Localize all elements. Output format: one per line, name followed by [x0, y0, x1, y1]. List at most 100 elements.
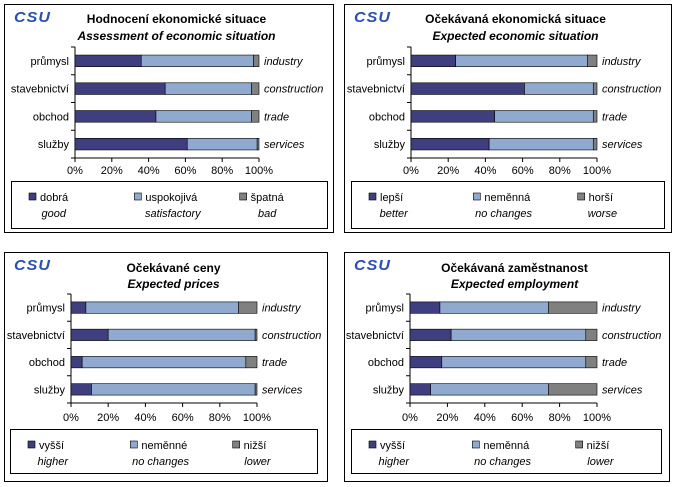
bar-segment	[74, 82, 166, 95]
category-label: služby	[373, 384, 405, 396]
x-tick-label: 100%	[583, 165, 611, 177]
x-tick-label: 60%	[174, 165, 196, 177]
bar-segment	[81, 356, 247, 369]
legend-swatch	[28, 192, 37, 201]
csu-logo: CSU	[354, 257, 391, 274]
category-label: služby	[374, 139, 406, 151]
category-label-en: construction	[602, 84, 661, 96]
chart-title: Hodnocení ekonomické situace	[87, 12, 267, 26]
category-label: stavebnictví	[7, 330, 65, 342]
bar-segment	[488, 137, 594, 151]
legend-label: lepší	[380, 192, 403, 204]
legend-swatch	[368, 440, 377, 449]
bar-segment	[155, 110, 252, 123]
category-label-en: services	[264, 139, 305, 151]
bar-segment	[524, 82, 594, 95]
category-label: stavebnictví	[346, 330, 404, 342]
category-label: obchod	[369, 111, 405, 123]
legend-label: špatná	[251, 192, 285, 204]
bar-segment	[409, 328, 452, 341]
chart-panel-2: CSU Očekávaná ekonomická situace Expected …	[344, 4, 672, 233]
chart-subtitle: Expected employment	[451, 277, 579, 291]
bar-segment	[74, 137, 188, 151]
chart-panel-3: CSU Očekávané ceny Expected prices 0% 20% 40%…	[4, 252, 328, 482]
legend: vyšší higher neměnné no changes nižší lower	[10, 429, 318, 474]
category-label-en: services	[602, 384, 643, 396]
category-label: průmysl	[30, 56, 69, 68]
x-tick-label: 40%	[474, 165, 496, 177]
x-tick-label: 20%	[97, 412, 119, 424]
category-label-en: trade	[262, 357, 287, 369]
x-tick-label: 0%	[402, 412, 418, 424]
bar-segment	[592, 137, 598, 151]
legend-label: neměnná	[484, 192, 531, 204]
bar-segment	[409, 383, 431, 396]
legend-label-en: lower	[587, 456, 615, 468]
category-label-en: industry	[602, 56, 642, 68]
bar-segment	[70, 383, 92, 396]
legend: dobrá good uspokojivá satisfactory špatná bad	[11, 181, 328, 229]
bar-segment	[70, 328, 109, 341]
legend-label-en: no changes	[132, 456, 189, 468]
bar-segment	[548, 383, 598, 396]
bar-segment	[85, 301, 239, 314]
legend-border	[351, 181, 665, 229]
bar-segment	[238, 301, 258, 314]
legend-label: dobrá	[40, 192, 69, 204]
bar-segment	[410, 110, 495, 123]
category-label: obchod	[368, 357, 404, 369]
category-label-en: industry	[264, 56, 304, 68]
category-label: služby	[34, 384, 66, 396]
bar-segment	[245, 356, 258, 369]
x-tick-label: 60%	[512, 165, 534, 177]
category-label-en: services	[602, 139, 643, 151]
legend-border	[351, 429, 662, 474]
category-label: průmysl	[365, 303, 404, 315]
bar-segment	[430, 383, 549, 396]
legend-label-en: no changes	[474, 456, 531, 468]
bar-segment	[70, 301, 87, 314]
bar-segment	[74, 54, 142, 68]
legend-label: horší	[589, 192, 613, 204]
category-label-en: construction	[264, 84, 323, 96]
legend-border	[10, 429, 318, 474]
category-label-en: industry	[602, 303, 642, 315]
legend-swatch	[575, 440, 583, 449]
category-label-en: trade	[602, 357, 627, 369]
legend-border	[11, 181, 328, 229]
bar-segment	[251, 110, 260, 123]
bar-segment	[254, 328, 258, 341]
bar-segment	[164, 82, 252, 95]
bar-segment	[91, 383, 256, 396]
bar-segment	[107, 328, 256, 341]
bar-segment	[140, 54, 254, 68]
legend-label-en: lower	[244, 456, 272, 468]
legend-label: vyšší	[39, 440, 64, 452]
bar-segment	[254, 383, 258, 396]
chart-title: Očekávané ceny	[126, 261, 220, 275]
chart-subtitle: Assessment of economic situation	[76, 29, 275, 43]
x-tick-label: 80%	[211, 165, 233, 177]
legend-swatch	[134, 192, 142, 201]
x-tick-label: 0%	[63, 412, 79, 424]
x-tick-label: 40%	[474, 412, 496, 424]
bar-segment	[186, 137, 258, 151]
bar-segment	[409, 356, 443, 369]
csu-logo: CSU	[14, 257, 51, 274]
legend-swatch	[130, 440, 138, 449]
x-tick-label: 20%	[101, 165, 123, 177]
legend-swatch	[473, 192, 481, 201]
category-label: obchod	[29, 357, 65, 369]
legend-label: neměnná	[483, 440, 530, 452]
legend: lepší better neměnná no changes horší worse	[351, 181, 665, 229]
bar-segment	[592, 110, 598, 123]
category-label: služby	[38, 139, 70, 151]
legend-label-en: worse	[588, 208, 617, 220]
x-tick-label: 100%	[245, 165, 273, 177]
x-tick-label: 80%	[549, 165, 571, 177]
bar-segment	[450, 328, 587, 341]
chart-title: Očekávaná zaměstnanost	[441, 261, 588, 275]
bar-segment	[251, 82, 260, 95]
x-tick-label: 60%	[172, 412, 194, 424]
